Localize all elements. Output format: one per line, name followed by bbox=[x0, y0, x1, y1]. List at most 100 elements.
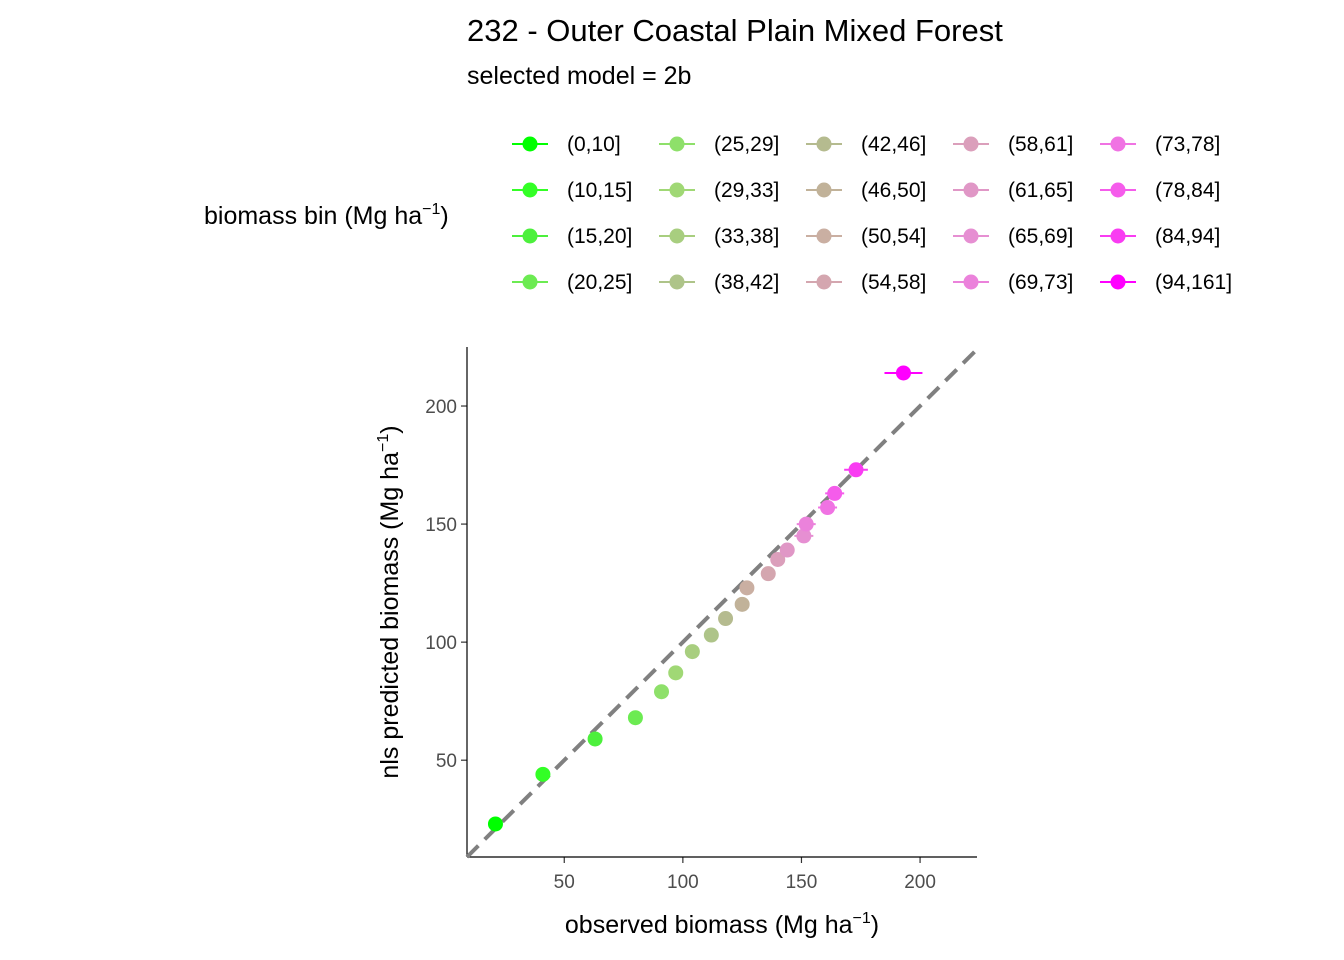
legend-key-point bbox=[816, 182, 832, 198]
data-point bbox=[895, 365, 911, 381]
legend-label: (20,25] bbox=[567, 271, 632, 294]
data-points bbox=[487, 365, 923, 832]
legend-item: (10,15] bbox=[512, 179, 632, 202]
plot-panel: 50 100 150 200 50 100 150 200 bbox=[425, 347, 979, 893]
legend-label: (25,29] bbox=[714, 133, 779, 156]
x-tick-label: 100 bbox=[667, 872, 699, 893]
legend-key-point bbox=[816, 274, 832, 290]
legend-item: (94,161] bbox=[1100, 271, 1232, 294]
legend-key-point bbox=[963, 136, 979, 152]
y-tick-label: 150 bbox=[425, 515, 457, 536]
x-tick-label: 150 bbox=[786, 872, 818, 893]
data-point bbox=[487, 816, 503, 832]
legend-label: (54,58] bbox=[861, 271, 926, 294]
data-point bbox=[535, 766, 551, 782]
legend-label: (0,10] bbox=[567, 133, 621, 156]
legend-label: (61,65] bbox=[1008, 179, 1073, 202]
legend-key-point bbox=[522, 136, 538, 152]
data-point bbox=[848, 462, 864, 478]
legend-label: (10,15] bbox=[567, 179, 632, 202]
y-axis-ticks: 50 100 150 200 bbox=[425, 397, 467, 772]
legend-label: (33,38] bbox=[714, 225, 779, 248]
legend-label: (65,69] bbox=[1008, 225, 1073, 248]
x-tick-label: 200 bbox=[904, 872, 936, 893]
legend-label: (46,50] bbox=[861, 179, 926, 202]
legend-item: (0,10] bbox=[512, 133, 621, 156]
x-tick-label: 50 bbox=[554, 872, 575, 893]
legend-item: (65,69] bbox=[953, 225, 1073, 248]
legend-item: (20,25] bbox=[512, 271, 632, 294]
legend-label: (15,20] bbox=[567, 225, 632, 248]
legend-item: (50,54] bbox=[806, 225, 926, 248]
chart-title: 232 - Outer Coastal Plain Mixed Forest bbox=[467, 13, 1003, 48]
reference-line bbox=[465, 347, 979, 859]
legend-item: (73,78] bbox=[1100, 133, 1220, 156]
data-point bbox=[587, 731, 603, 747]
data-point bbox=[684, 644, 700, 660]
legend-label: (69,73] bbox=[1008, 271, 1073, 294]
legend-key-point bbox=[1110, 136, 1126, 152]
legend-title: biomass bin (Mg ha−1) bbox=[204, 201, 449, 230]
legend-item: (46,50] bbox=[806, 179, 926, 202]
data-point bbox=[718, 611, 734, 627]
legend-item: (78,84] bbox=[1100, 179, 1220, 202]
legend-item: (84,94] bbox=[1100, 225, 1220, 248]
legend-item: (33,38] bbox=[659, 225, 779, 248]
legend: biomass bin (Mg ha−1) (0,10] (10,15] (15,2… bbox=[204, 133, 1232, 294]
legend-label: (94,161] bbox=[1155, 271, 1232, 294]
legend-label: (29,33] bbox=[714, 179, 779, 202]
legend-key-point bbox=[963, 228, 979, 244]
legend-key-point bbox=[522, 274, 538, 290]
legend-key-point bbox=[1110, 182, 1126, 198]
legend-item: (25,29] bbox=[659, 133, 779, 156]
legend-label: (50,54] bbox=[861, 225, 926, 248]
chart-subtitle: selected model = 2b bbox=[467, 62, 691, 90]
data-point bbox=[627, 710, 643, 726]
legend-key-point bbox=[963, 182, 979, 198]
data-point bbox=[779, 542, 795, 558]
data-point bbox=[827, 485, 843, 501]
legend-item: (38,42] bbox=[659, 271, 779, 294]
legend-key-point bbox=[669, 136, 685, 152]
y-tick-label: 200 bbox=[425, 397, 457, 418]
legend-item: (15,20] bbox=[512, 225, 632, 248]
legend-item: (58,61] bbox=[953, 133, 1073, 156]
legend-key-point bbox=[816, 136, 832, 152]
y-tick-label: 50 bbox=[436, 751, 457, 772]
data-point bbox=[703, 627, 719, 643]
legend-key-point bbox=[522, 228, 538, 244]
data-point bbox=[798, 516, 814, 532]
legend-label: (78,84] bbox=[1155, 179, 1220, 202]
legend-key-point bbox=[669, 182, 685, 198]
data-point bbox=[739, 580, 755, 596]
legend-label: (38,42] bbox=[714, 271, 779, 294]
data-point bbox=[654, 684, 670, 700]
y-axis-title: nls predicted biomass (Mg ha−1) bbox=[375, 425, 404, 778]
data-point bbox=[820, 500, 836, 516]
legend-item: (42,46] bbox=[806, 133, 926, 156]
legend-items: (0,10] (10,15] (15,20] (20,25] (25,29] (29,33… bbox=[512, 133, 1232, 294]
x-axis-title: observed biomass (Mg ha−1) bbox=[565, 910, 879, 939]
legend-label: (58,61] bbox=[1008, 133, 1073, 156]
legend-key-point bbox=[669, 274, 685, 290]
legend-label: (73,78] bbox=[1155, 133, 1220, 156]
x-axis-ticks: 50 100 150 200 bbox=[554, 857, 936, 893]
legend-key-point bbox=[963, 274, 979, 290]
legend-key-point bbox=[1110, 274, 1126, 290]
legend-key-point bbox=[816, 228, 832, 244]
legend-label: (84,94] bbox=[1155, 225, 1220, 248]
legend-item: (61,65] bbox=[953, 179, 1073, 202]
legend-key-point bbox=[522, 182, 538, 198]
legend-key-point bbox=[669, 228, 685, 244]
data-point bbox=[734, 596, 750, 612]
data-point bbox=[760, 566, 776, 582]
legend-item: (69,73] bbox=[953, 271, 1073, 294]
legend-item: (29,33] bbox=[659, 179, 779, 202]
legend-label: (42,46] bbox=[861, 133, 926, 156]
data-point bbox=[668, 665, 684, 681]
y-tick-label: 100 bbox=[425, 633, 457, 654]
legend-item: (54,58] bbox=[806, 271, 926, 294]
legend-key-point bbox=[1110, 228, 1126, 244]
data-point bbox=[796, 528, 812, 544]
